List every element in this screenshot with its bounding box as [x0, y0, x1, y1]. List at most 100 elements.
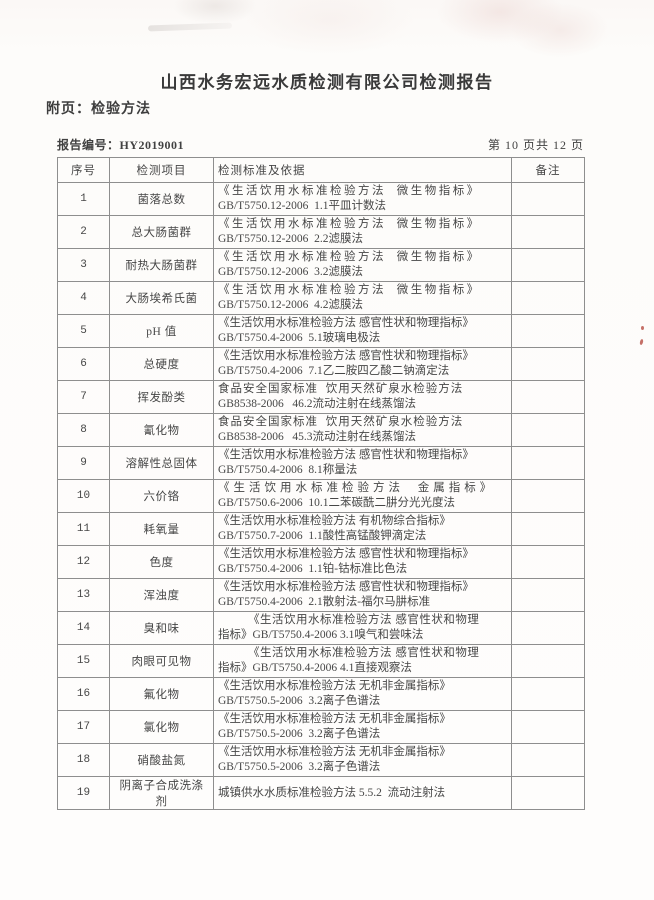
standard-text-line: 城镇供水水质标准检验方法 5.5.2 流动注射法: [218, 786, 446, 799]
row-standard-basis: 《生活饮用水标准检验方法 无机非金属指标》 GB/T5750.5-2006 3.2…: [213, 743, 512, 777]
table-row: 5 pH 值《生活饮用水标准检验方法 感官性状和物理指标》 GB/T5750.4-2…: [57, 314, 585, 348]
header-remark: 备注: [511, 157, 585, 183]
table-row: 18 硝酸盐氮 《生活饮用水标准检验方法 无机非金属指标》 GB/T5750.5-20…: [57, 743, 585, 777]
row-test-item: 总硬度: [109, 347, 214, 381]
row-remark: [511, 677, 585, 711]
standard-text-line: GB/T5750.7-2006 1.1酸性高锰酸钾滴定法: [218, 530, 427, 542]
standard-text-line: 《生活饮用水标准检验方法 感官性状和物理: [248, 647, 480, 659]
row-seq-no: 19: [57, 776, 110, 810]
standard-text-line: 《生活饮用水标准检验方法 感官性状和物理指标》: [218, 581, 474, 593]
row-seq-no: 12: [57, 545, 110, 579]
page-subtitle: 附页：检验方法: [46, 102, 151, 117]
header-seq-no: 序号: [57, 157, 110, 183]
table-row: 7 挥发酚类 食品安全国家标准 饮用天然矿泉水检验方法 GB8538-2006 46.…: [57, 380, 585, 414]
row-test-item: 溶解性总固体: [109, 446, 214, 480]
row-remark: [511, 446, 585, 480]
row-seq-no: 7: [57, 380, 110, 414]
table-row: 2 总大肠菌群 《生活饮用水标准检验方法 微生物指标》 GB/T5750.12-200…: [57, 215, 585, 249]
row-remark: [511, 413, 585, 447]
table-row: 17 氯化物 《生活饮用水标准检验方法 无机非金属指标》 GB/T5750.5-200…: [57, 710, 585, 744]
standard-text-line: 《生活饮用水标准检验方法 微生物指标》: [218, 185, 481, 197]
table-row: 10 六价铬 《生活饮用水标准检验方法 金属指标》 GB/T5750.6-2006 1…: [57, 479, 585, 513]
table-row: 12 色度 《生活饮用水标准检验方法 感官性状和物理指标》 GB/T5750.4-20…: [57, 545, 585, 579]
row-standard-basis: 《生活饮用水标准检验方法 感官性状和物理指标》 GB/T5750.4-2006 2…: [213, 578, 512, 612]
row-test-item: 浑浊度: [109, 578, 214, 612]
row-standard-basis: 城镇供水水质标准检验方法 5.5.2 流动注射法: [213, 776, 512, 810]
row-standard-basis: 《生活饮用水标准检验方法 微生物指标》 GB/T5750.12-2006 3.2滤…: [213, 248, 512, 282]
row-test-item: 总大肠菌群: [109, 215, 214, 249]
row-seq-no: 9: [57, 446, 110, 480]
table-row: 19 阴离子合成洗涤剂 城镇供水水质标准检验方法 5.5.2 流动注射法: [57, 776, 585, 810]
standard-text-line: GB/T5750.6-2006 10.1二苯碳酰二肼分光光度法: [218, 497, 456, 509]
row-remark: [511, 479, 585, 513]
standard-text-line: 《生活饮用水标准检验方法 金属指标》: [218, 482, 496, 494]
standard-text-line: GB/T5750.12-2006 4.2滤膜法: [218, 299, 364, 311]
header-standard-basis: 检测标准及依据: [213, 157, 512, 183]
standard-text-line: 《生活饮用水标准检验方法 感官性状和物理指标》: [218, 350, 474, 362]
standard-text-line: 《生活饮用水标准检验方法 感官性状和物理指标》: [218, 548, 474, 560]
row-test-item: 肉眼可见物: [109, 644, 214, 678]
standard-text-line: GB/T5750.4-2006 2.1散射法-福尔马肼标准: [218, 596, 431, 608]
report-meta-row: 报告编号：HY2019001 第 10 页共 12 页: [57, 136, 584, 153]
row-standard-basis: 《生活饮用水标准检验方法 微生物指标》 GB/T5750.12-2006 1.1平…: [213, 182, 512, 216]
table-row: 4 大肠埃希氏菌 《生活饮用水标准检验方法 微生物指标》 GB/T5750.12-20…: [57, 281, 585, 315]
table-row: 13 浑浊度 《生活饮用水标准检验方法 感官性状和物理指标》 GB/T5750.4-2…: [57, 578, 585, 612]
table-row: 9 溶解性总固体 《生活饮用水标准检验方法 感官性状和物理指标》 GB/T5750.4…: [57, 446, 585, 480]
row-remark: [511, 215, 585, 249]
table-row: 1 菌落总数 《生活饮用水标准检验方法 微生物指标》 GB/T5750.12-2006…: [57, 182, 585, 216]
standard-text-line: GB/T5750.12-2006 2.2滤膜法: [218, 233, 364, 245]
row-standard-basis: 《生活饮用水标准检验方法 金属指标》 GB/T5750.6-2006 10.1二苯…: [213, 479, 512, 513]
row-test-item: 大肠埃希氏菌: [109, 281, 214, 315]
row-standard-basis: 《生活饮用水标准检验方法 无机非金属指标》 GB/T5750.5-2006 3.2…: [213, 710, 512, 744]
row-seq-no: 16: [57, 677, 110, 711]
row-test-item: 色度: [109, 545, 214, 579]
row-test-item: 氰化物: [109, 413, 214, 447]
row-test-item: 臭和味: [109, 611, 214, 645]
row-seq-no: 3: [57, 248, 110, 282]
standard-text-line: GB/T5750.4-2006 5.1玻璃电极法: [218, 332, 381, 344]
row-seq-no: 11: [57, 512, 110, 546]
table-body: 1 菌落总数 《生活饮用水标准检验方法 微生物指标》 GB/T5750.12-2006…: [57, 182, 585, 810]
standard-text-line: GB/T5750.5-2006 3.2离子色谱法: [218, 695, 381, 707]
red-ink-speck: [641, 326, 644, 330]
standard-text-line: GB/T5750.12-2006 1.1平皿计数法: [218, 200, 387, 212]
table-row: 11 耗氧量 《生活饮用水标准检验方法 有机物综合指标》 GB/T5750.7-200…: [57, 512, 585, 546]
row-standard-basis: 《生活饮用水标准检验方法 感官性状和物理 指标》GB/T5750.4-2006 3…: [213, 611, 512, 645]
row-remark: [511, 347, 585, 381]
row-remark: [511, 512, 585, 546]
row-seq-no: 18: [57, 743, 110, 777]
row-remark: [511, 545, 585, 579]
table-header-row: 序号 检测项目 检测标准及依据 备注: [57, 157, 585, 183]
row-standard-basis: 《生活饮用水标准检验方法 感官性状和物理指标》GB/T5750.4-2006 4…: [213, 644, 512, 678]
row-seq-no: 4: [57, 281, 110, 315]
row-standard-basis: 食品安全国家标准 饮用天然矿泉水检验方法 GB8538-2006 45.3流动注射…: [213, 413, 512, 447]
standard-text-line: 指标》GB/T5750.4-2006 3.1嗅气和尝味法: [218, 629, 424, 641]
row-seq-no: 5: [57, 314, 110, 348]
row-remark: [511, 776, 585, 810]
standard-text-line: 指标》GB/T5750.4-2006 4.1直接观察法: [218, 662, 412, 674]
row-standard-basis: 食品安全国家标准 饮用天然矿泉水检验方法 GB8538-2006 46.2流动注射…: [213, 380, 512, 414]
row-standard-basis: 《生活饮用水标准检验方法 无机非金属指标》 GB/T5750.5-2006 3.2…: [213, 677, 512, 711]
standard-text-line: 食品安全国家标准 饮用天然矿泉水检验方法: [218, 383, 464, 395]
table-row: 3 耐热大肠菌群 《生活饮用水标准检验方法 微生物指标》 GB/T5750.12-20…: [57, 248, 585, 282]
standard-text-line: 《生活饮用水标准检验方法 有机物综合指标》: [218, 515, 451, 527]
row-standard-basis: 《生活饮用水标准检验方法 微生物指标》 GB/T5750.12-2006 4.2滤…: [213, 281, 512, 315]
table-row: 6 总硬度 《生活饮用水标准检验方法 感官性状和物理指标》 GB/T5750.4-20…: [57, 347, 585, 381]
red-ink-speck: [639, 338, 644, 346]
standard-text-line: GB/T5750.5-2006 3.2离子色谱法: [218, 728, 381, 740]
row-remark: [511, 578, 585, 612]
row-seq-no: 6: [57, 347, 110, 381]
row-seq-no: 1: [57, 182, 110, 216]
report-number: 报告编号：HY2019001: [57, 138, 185, 152]
row-test-item: 阴离子合成洗涤剂: [109, 776, 214, 810]
row-standard-basis: 《生活饮用水标准检验方法 感官性状和物理指标》 GB/T5750.4-2006 8…: [213, 446, 512, 480]
standard-text-line: 《生活饮用水标准检验方法 感官性状和物理指标》: [218, 317, 474, 329]
standard-text-line: 《生活饮用水标准检验方法 微生物指标》: [218, 218, 481, 230]
table-row: 15 肉眼可见物 《生活饮用水标准检验方法 感官性状和物理 指标》GB/T5750.4…: [57, 644, 585, 678]
row-standard-basis: 《生活饮用水标准检验方法 感官性状和物理指标》 GB/T5750.4-2006 7…: [213, 347, 512, 381]
standard-text-line: 《生活饮用水标准检验方法 无机非金属指标》: [218, 680, 451, 692]
row-test-item: 六价铬: [109, 479, 214, 513]
row-seq-no: 14: [57, 611, 110, 645]
row-remark: [511, 314, 585, 348]
